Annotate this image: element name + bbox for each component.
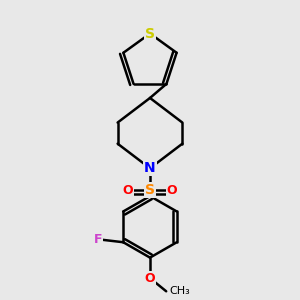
Text: O: O — [167, 184, 177, 197]
Text: S: S — [145, 183, 155, 197]
Text: S: S — [145, 26, 155, 40]
Text: F: F — [94, 233, 102, 246]
Text: O: O — [145, 272, 155, 285]
Text: O: O — [123, 184, 133, 197]
Text: N: N — [144, 161, 156, 175]
Text: CH₃: CH₃ — [169, 286, 190, 296]
